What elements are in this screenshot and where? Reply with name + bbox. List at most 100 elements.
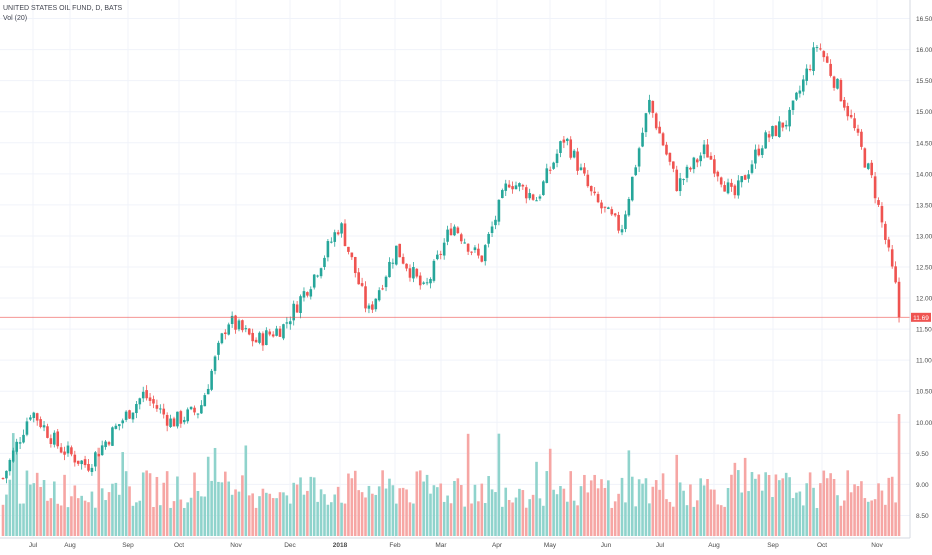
candle-body	[651, 100, 655, 113]
volume-bar	[179, 499, 183, 536]
volume-bar	[890, 476, 894, 536]
volume-bar	[415, 471, 419, 536]
candle-body	[364, 286, 367, 309]
candle-body	[42, 425, 46, 428]
candle-body	[302, 291, 306, 298]
candle-body	[603, 206, 607, 208]
candle-body	[528, 193, 531, 199]
volume-bar	[189, 497, 193, 536]
candle-body	[107, 442, 111, 445]
candle-body	[672, 161, 675, 169]
candle-body	[853, 118, 856, 129]
volume-bar	[418, 470, 422, 536]
x-tick-label: Apr	[492, 542, 503, 549]
candle-body	[880, 206, 884, 223]
candle-body	[22, 434, 25, 443]
x-tick-label: Nov	[871, 542, 883, 549]
candle-body	[641, 132, 644, 147]
candle-body	[627, 199, 631, 216]
volume-bar	[583, 474, 586, 536]
candle-body	[56, 431, 60, 447]
volume-bar	[186, 502, 189, 536]
last-price-badge	[911, 312, 931, 322]
volume-bar	[56, 503, 60, 536]
x-tick-label: 2018	[333, 542, 348, 549]
volume-indicator-label[interactable]: Vol (20)	[3, 15, 28, 22]
candle-body	[395, 245, 398, 265]
volume-bar	[808, 472, 812, 536]
candle-body	[1, 477, 5, 479]
candle-body	[124, 411, 128, 420]
volume-bar	[70, 496, 73, 536]
candle-body	[849, 115, 853, 118]
candle-body	[706, 144, 709, 158]
candle-body	[159, 408, 162, 410]
candle-body	[569, 139, 573, 158]
candle-body	[381, 288, 384, 290]
candle-body	[203, 395, 207, 407]
volume-bar	[764, 472, 767, 536]
volume-bar	[743, 457, 747, 536]
candle-body	[812, 47, 815, 71]
volume-bar	[884, 504, 887, 536]
candle-body	[206, 388, 210, 395]
time-axis[interactable]: Jul Aug Sep Oct Nov Dec 2018 Feb Mar Apr May Jun Jul…	[0, 537, 910, 549]
volume-bar	[278, 492, 282, 536]
candle-body	[774, 125, 778, 137]
candle-body	[487, 233, 490, 244]
volume-bar	[651, 486, 655, 536]
volume-bar	[312, 477, 316, 536]
y-tick-label: 14.50	[916, 140, 932, 147]
candle-body	[583, 167, 586, 174]
candle-body	[576, 151, 579, 171]
candle-body	[832, 76, 836, 88]
candle-body	[100, 445, 104, 456]
candle-body	[531, 194, 535, 200]
candlesticks	[1, 42, 901, 484]
candle-body	[141, 391, 145, 399]
candle-body	[285, 322, 289, 324]
candle-body	[265, 330, 268, 346]
candle-body	[347, 246, 350, 252]
price-axis[interactable]: 16.50 16.00 15.50 15.00 14.50 14.00 13.50 13.00…	[909, 0, 932, 538]
volume-bar	[552, 489, 555, 536]
volume-bar	[494, 492, 497, 536]
volume-bar	[111, 483, 114, 536]
candle-body	[449, 228, 453, 236]
candle-body	[815, 47, 819, 49]
volume-bar	[866, 501, 870, 536]
volume-bar	[627, 450, 631, 536]
volume-bar	[542, 505, 545, 536]
candle-body	[94, 452, 97, 467]
candle-body	[371, 304, 374, 310]
volume-bar	[401, 487, 405, 536]
volume-bar	[641, 483, 644, 536]
candle-body	[788, 109, 791, 127]
volume-bar	[230, 494, 234, 536]
volume-bar	[347, 473, 350, 536]
candle-body	[29, 417, 32, 420]
candle-body	[839, 80, 843, 102]
volume-bar	[25, 470, 29, 536]
candle-body	[227, 324, 231, 335]
candle-body	[152, 399, 155, 404]
candle-body	[309, 289, 313, 297]
volume-bar	[613, 501, 617, 536]
candle-body	[825, 56, 829, 63]
candle-body	[613, 213, 617, 216]
candle-body	[685, 166, 689, 178]
y-tick-label: 15.00	[916, 109, 932, 116]
volume-bar	[213, 447, 217, 536]
candle-body	[200, 405, 203, 414]
volume-bar	[713, 489, 716, 536]
candle-body	[459, 234, 463, 242]
candle-body	[73, 454, 77, 463]
volume-bar	[254, 507, 258, 536]
symbol-title[interactable]: UNITED STATES OIL FUND, D, BATS	[3, 5, 123, 12]
candle-body	[87, 463, 90, 471]
volume-bar	[600, 479, 603, 536]
volume-bar	[408, 502, 412, 536]
candle-body	[754, 149, 757, 164]
